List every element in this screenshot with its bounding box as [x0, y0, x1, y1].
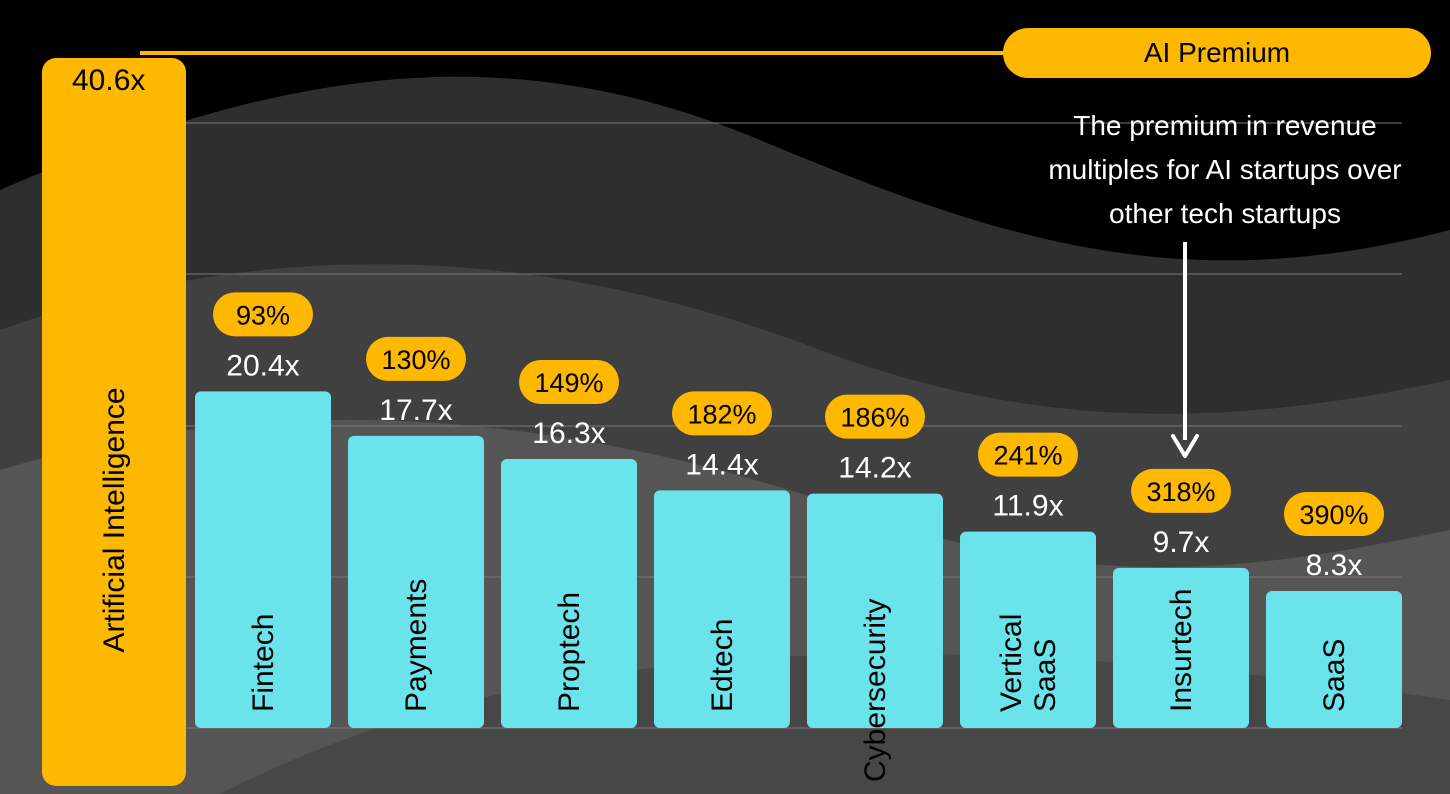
premium-label: 186% — [840, 403, 909, 433]
premium-label: 390% — [1299, 500, 1368, 530]
bar-category-line: Edtech — [706, 619, 739, 712]
bar — [1113, 567, 1249, 728]
arrow-head — [1171, 434, 1199, 458]
bar-category-line: Cybersecurity — [859, 599, 892, 782]
bar-category-line: SaaS — [1029, 639, 1062, 712]
bar-category-label: Insurtech — [1165, 589, 1198, 712]
bar-category-line: Payments — [400, 579, 433, 712]
bar-value-label: 17.7x — [379, 394, 452, 427]
bar — [195, 391, 331, 728]
premium-label: 182% — [687, 399, 756, 429]
bar-value-label: 16.3x — [532, 417, 605, 450]
bar-category-label: Fintech — [247, 614, 280, 712]
bar-category-line: Insurtech — [1165, 589, 1198, 712]
bar-category-line: Proptech — [553, 592, 586, 712]
premium-label: 130% — [381, 345, 450, 375]
ai-bar-group: 40.6x Artificial Intelligence — [42, 58, 186, 786]
premium-pill — [213, 292, 313, 337]
ai-value-label: 40.6x — [72, 64, 145, 97]
bar-value-label: 11.9x — [992, 490, 1063, 523]
bar-category-line: SaaS — [1318, 639, 1351, 712]
premium-label: 93% — [236, 300, 290, 330]
bar — [1266, 591, 1402, 728]
bar-value-label: 14.4x — [685, 448, 758, 481]
premium-pill — [1284, 492, 1384, 537]
premium-pill — [1131, 468, 1231, 513]
premium-pill — [366, 336, 466, 381]
premium-pill — [978, 432, 1078, 477]
bar-category-label: Edtech — [706, 619, 739, 712]
ai-bar — [42, 58, 186, 786]
premium-pill — [672, 391, 772, 436]
bar-value-label: 20.4x — [226, 349, 299, 382]
premium-label: 149% — [534, 368, 603, 398]
bar-value-label: 8.3x — [1306, 549, 1363, 582]
bar — [654, 490, 790, 728]
bar-category-label: SaaS — [1318, 639, 1351, 712]
bar — [348, 435, 484, 728]
annotation-arrow — [1171, 242, 1199, 458]
bar-value-label: 9.7x — [1153, 526, 1210, 559]
bar-category-label: Proptech — [553, 592, 586, 712]
bar-category-label: VerticalSaaS — [995, 614, 1062, 712]
bar-value-label: 14.2x — [838, 452, 911, 485]
bar-category-line: Vertical — [995, 614, 1028, 712]
ai-category-label: Artificial Intelligence — [98, 387, 131, 652]
premium-pill — [825, 394, 925, 439]
bar — [807, 493, 943, 728]
premium-pill — [519, 360, 619, 405]
annotation-text: The premium in revenue multiples for AI … — [1048, 110, 1402, 229]
bar-category-label: Payments — [400, 579, 433, 712]
bars-group: 20.4x 93% Fintech 17.7x 130% Payments 16.3x 149… — [195, 292, 1402, 782]
ai-premium-pill: AI Premium — [1003, 28, 1431, 78]
premium-label: 241% — [993, 441, 1062, 471]
bar — [960, 531, 1096, 728]
bar-category-line: Fintech — [247, 614, 280, 712]
bar — [501, 459, 637, 728]
bar-category-label: Cybersecurity — [859, 599, 892, 782]
premium-label: 318% — [1146, 477, 1215, 507]
